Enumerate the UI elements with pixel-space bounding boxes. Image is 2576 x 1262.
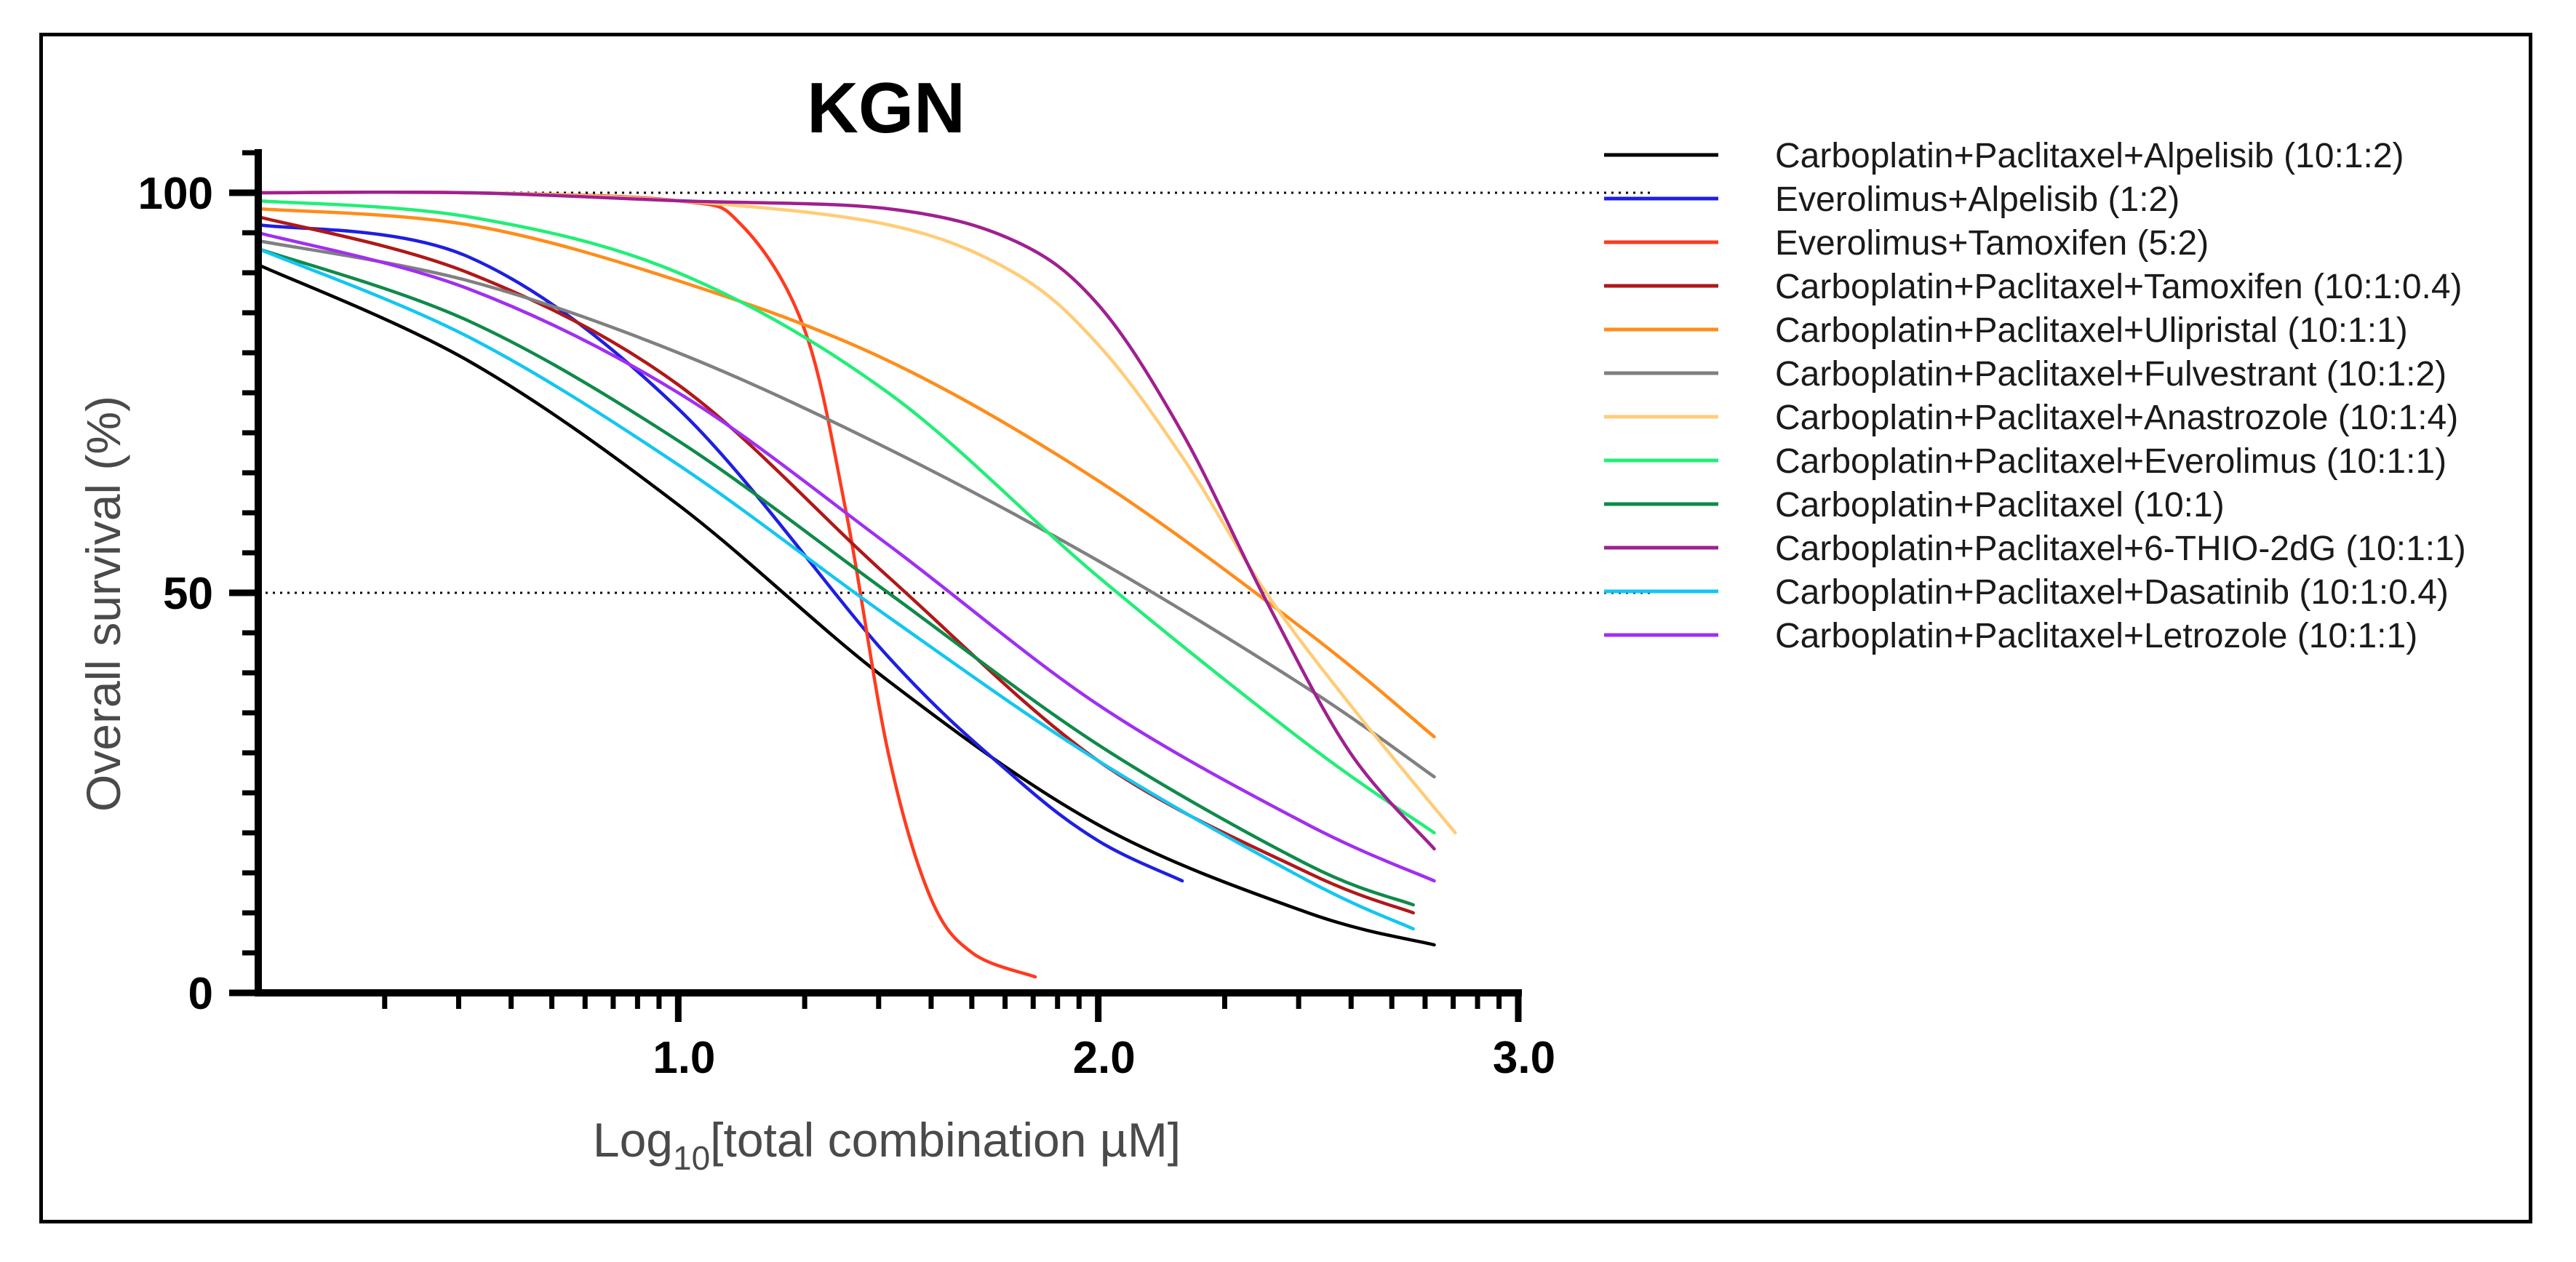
legend: Carboplatin+Paclitaxel+Alpelisib (10:1:2… [1604,137,2466,655]
x-axis-label: Log10[total combination µM] [593,1113,1181,1177]
legend-label-1: Carboplatin+Paclitaxel+Alpelisib (10:1:2… [1775,137,2404,175]
series-layer [256,190,1457,979]
x-axis-label-base: Log [593,1113,673,1167]
x-axis-label-rest: [total combination µM] [710,1113,1181,1167]
series-line-2 [256,223,1184,883]
figure-frame [39,33,2532,1223]
series-line-8 [256,199,1436,835]
x-tick-label: 1.0 [653,1033,715,1083]
chart-title: KGN [807,68,965,148]
y-tick-label: 100 [138,169,213,219]
y-tick-label: 0 [188,969,213,1019]
x-tick-label: 3.0 [1493,1033,1555,1083]
series-line-7 [256,190,1457,835]
legend-label-8: Carboplatin+Paclitaxel+Everolimus (10:1:… [1775,442,2447,481]
y-tick-label: 50 [163,569,213,619]
legend-label-9: Carboplatin+Paclitaxel (10:1) [1775,486,2225,524]
series-line-9 [256,247,1415,907]
legend-label-10: Carboplatin+Paclitaxel+6-THIO-2dG (10:1:… [1775,530,2466,568]
legend-label-4: Carboplatin+Paclitaxel+Tamoxifen (10:1:0… [1775,268,2463,306]
legend-label-12: Carboplatin+Paclitaxel+Letrozole (10:1:1… [1775,617,2417,655]
series-line-6 [256,239,1436,779]
legend-label-2: Everolimus+Alpelisib (1:2) [1775,180,2180,219]
series-line-10 [256,190,1436,851]
series-line-3 [256,190,1037,979]
legend-label-6: Carboplatin+Paclitaxel+Fulvestrant (10:1… [1775,355,2447,394]
legend-label-11: Carboplatin+Paclitaxel+Dasatinib (10:1:0… [1775,573,2449,612]
legend-label-5: Carboplatin+Paclitaxel+Ulipristal (10:1:… [1775,311,2408,350]
series-line-5 [256,207,1436,739]
series-line-11 [256,247,1415,931]
x-tick-label: 2.0 [1073,1033,1136,1083]
y-axis-label: Overall survival (%) [76,396,130,812]
legend-label-7: Carboplatin+Paclitaxel+Anastrozole (10:1… [1775,399,2458,437]
series-line-12 [256,231,1436,883]
axes: 0 50 100 1.0 2.0 3.0 [138,149,1555,1083]
series-line-4 [256,215,1415,915]
series-line-1 [256,263,1436,947]
x-axis-label-subscript: 10 [673,1139,710,1177]
legend-label-3: Everolimus+Tamoxifen (5:2) [1775,224,2209,263]
